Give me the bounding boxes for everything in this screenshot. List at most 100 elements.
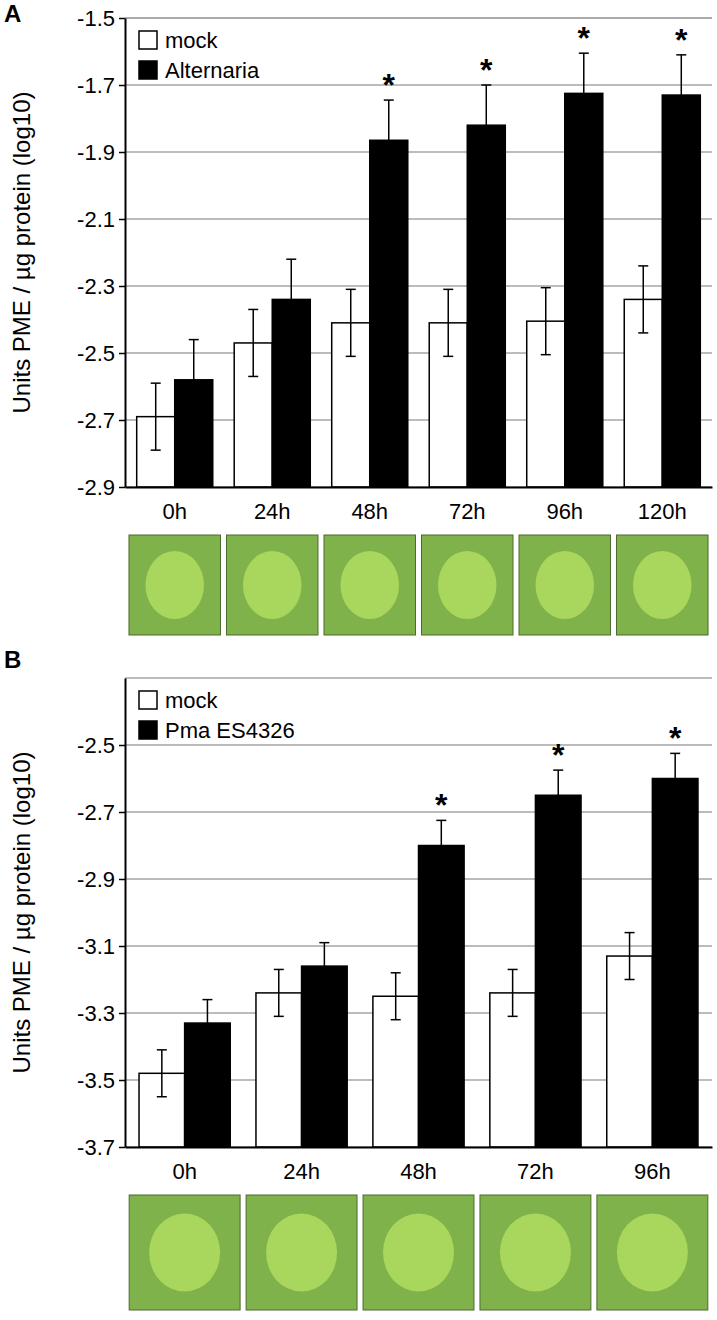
tick: 24h xyxy=(254,487,291,524)
error-cap xyxy=(286,339,296,341)
error-cap xyxy=(676,135,686,137)
x-axis: 0h24h48h72h96h120h xyxy=(126,487,713,524)
bar xyxy=(662,95,700,487)
leaf xyxy=(383,1213,454,1291)
bar xyxy=(535,795,581,1147)
error-bar xyxy=(443,289,453,356)
legend-swatch xyxy=(139,31,157,49)
bar xyxy=(565,93,603,487)
tick: -2.9 xyxy=(77,475,125,500)
bar xyxy=(256,993,302,1147)
x-axis: 0h24h48h72h96h xyxy=(126,1147,713,1184)
tick-mark xyxy=(119,1147,125,1149)
bar xyxy=(652,779,698,1148)
tick-label: -2.5 xyxy=(77,733,115,758)
leaf xyxy=(340,551,399,619)
error-stem xyxy=(388,100,390,180)
photos xyxy=(129,535,708,635)
error-cap xyxy=(443,289,453,291)
error-cap xyxy=(248,376,258,378)
grid-line xyxy=(125,744,712,746)
error-bar xyxy=(157,1050,167,1097)
error-bar xyxy=(319,943,329,990)
panel: -3.7-3.5-3.3-3.1-2.9-2.7-2.50h24h48h72h9… xyxy=(4,646,713,1310)
tick-label: -3.5 xyxy=(77,1068,115,1093)
error-cap xyxy=(274,969,284,971)
error-stem xyxy=(629,933,631,980)
significance: * xyxy=(552,737,565,773)
tick: 48h xyxy=(351,487,388,524)
tick-label: 120h xyxy=(638,499,687,524)
photo-placeholder xyxy=(480,1195,591,1310)
error-stem xyxy=(643,266,645,333)
legend: mock Pma ES4326 xyxy=(139,688,295,743)
tick: -2.9 xyxy=(77,867,125,892)
error-bar xyxy=(391,973,401,1020)
significance: * xyxy=(669,720,682,756)
tick-mark xyxy=(119,745,125,747)
error-cap xyxy=(625,932,635,934)
error-stem xyxy=(324,943,326,990)
error-cap xyxy=(638,265,648,267)
y-axis: -3.7-3.5-3.3-3.1-2.9-2.7-2.5 xyxy=(77,679,125,1160)
error-bar xyxy=(579,53,589,133)
tick-label: 96h xyxy=(546,499,583,524)
tick-mark xyxy=(119,1013,125,1015)
grid-line xyxy=(125,84,712,86)
tick-label: 24h xyxy=(283,1159,320,1184)
tick-mark xyxy=(119,487,125,489)
y-axis-title: Units PME / µg protein (log10) xyxy=(8,92,35,414)
tick: -1.9 xyxy=(77,140,125,165)
error-bar xyxy=(384,100,394,180)
error-cap xyxy=(481,165,491,167)
photo-placeholder xyxy=(422,535,514,635)
error-cap xyxy=(248,309,258,311)
leaf xyxy=(617,1213,688,1291)
plot-area xyxy=(137,53,701,487)
legend: mockAlternaria xyxy=(139,28,260,83)
tick: 48h xyxy=(400,1147,437,1184)
tick-label: -2.9 xyxy=(77,867,115,892)
error-cap xyxy=(391,1019,401,1021)
error-stem xyxy=(193,340,195,420)
error-stem xyxy=(486,85,488,165)
error-cap xyxy=(384,180,394,182)
tick-label: -1.5 xyxy=(77,6,115,31)
error-stem xyxy=(441,820,443,870)
legend-item: mock xyxy=(139,688,219,713)
error-cap xyxy=(443,356,453,358)
legend-label: mock xyxy=(165,28,219,53)
tick: 120h xyxy=(638,487,687,524)
error-bar xyxy=(151,383,161,450)
tick: 72h xyxy=(449,487,486,524)
error-bar xyxy=(541,288,551,355)
bar xyxy=(490,993,536,1147)
error-stem xyxy=(395,973,397,1020)
error-cap xyxy=(202,1046,212,1048)
tick: -2.3 xyxy=(77,274,125,299)
photos xyxy=(129,1195,708,1310)
tick-label: 48h xyxy=(351,499,388,524)
panel-title: A xyxy=(4,0,21,27)
tick-mark xyxy=(119,85,125,87)
photo-placeholder xyxy=(129,535,221,635)
tick-mark xyxy=(119,219,125,221)
grid-line xyxy=(125,285,712,287)
legend-label: Pma ES4326 xyxy=(165,718,295,743)
leaf xyxy=(535,551,594,619)
axis-line xyxy=(126,487,713,489)
error-bar xyxy=(553,770,563,820)
tick-mark xyxy=(119,946,125,948)
error-cap xyxy=(189,339,199,341)
error-cap xyxy=(625,979,635,981)
error-cap xyxy=(151,449,161,451)
plot-area xyxy=(139,753,698,1147)
error-cap xyxy=(391,972,401,974)
significance: * xyxy=(675,22,688,58)
tick-mark xyxy=(119,420,125,422)
tick-mark xyxy=(119,152,125,154)
tick: 96h xyxy=(546,487,583,524)
y-axis-title: Units PME / µg protein (log10) xyxy=(8,752,35,1074)
photo-placeholder xyxy=(129,1195,240,1310)
leaf xyxy=(243,551,302,619)
